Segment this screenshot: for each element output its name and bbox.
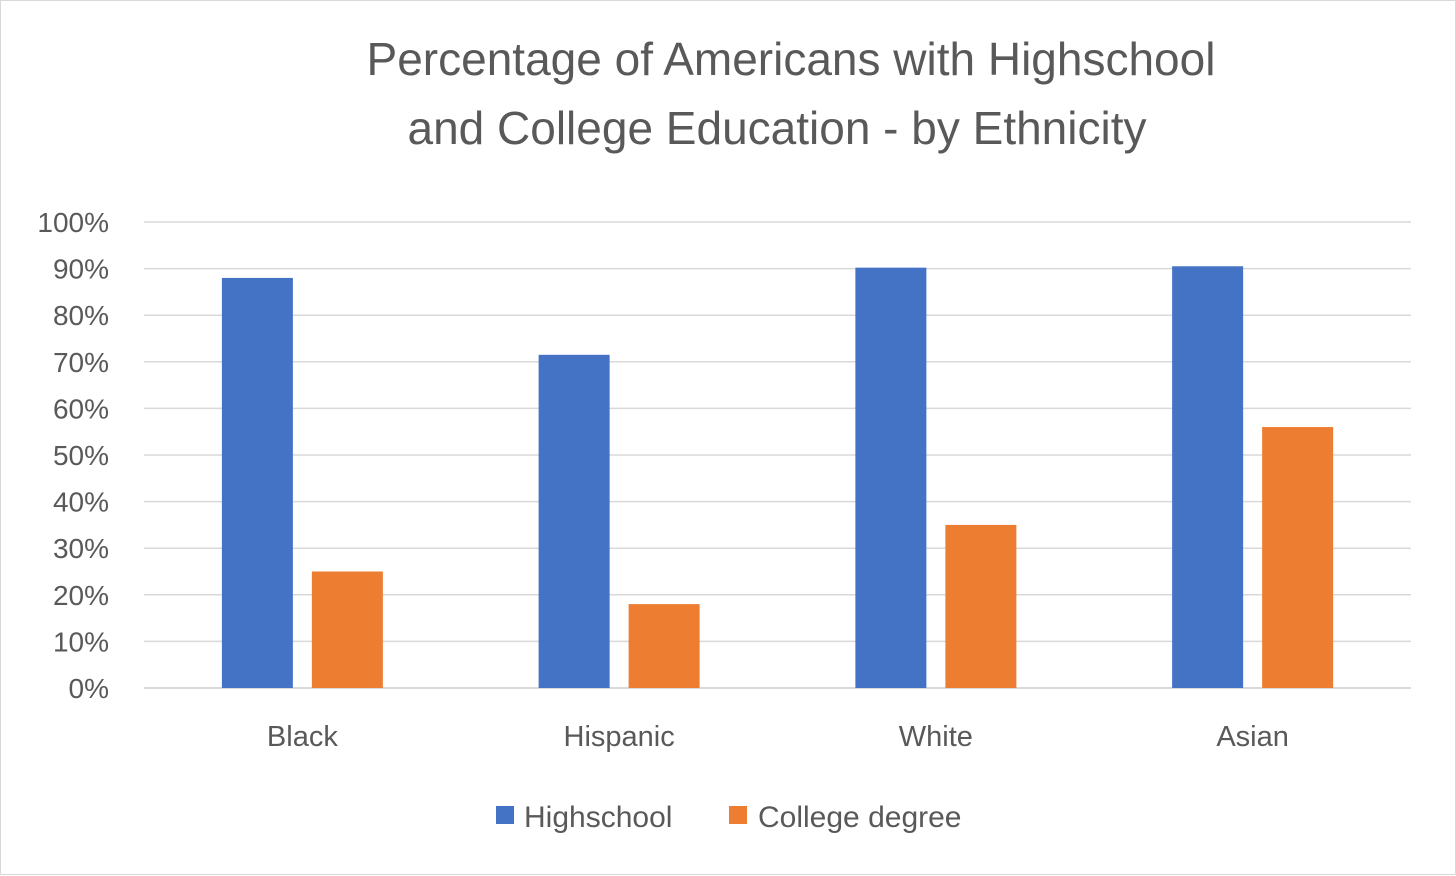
- y-axis-ticks: 0% 10% 20% 30% 40% 50% 60% 70% 80% 90% 100%: [37, 207, 109, 704]
- legend-swatch-college-degree: [729, 806, 747, 824]
- bars: [221, 266, 1334, 688]
- y-tick-label: 30%: [53, 533, 109, 564]
- bar-college-degree-hispanic: [628, 604, 700, 688]
- bar-college-degree-black: [311, 571, 383, 688]
- legend-label-college-degree: College degree: [758, 801, 961, 834]
- y-tick-label: 0%: [69, 673, 109, 704]
- y-tick-label: 20%: [53, 580, 109, 611]
- legend-swatch-highschool: [496, 806, 514, 824]
- bar-highschool-white: [855, 267, 927, 688]
- legend-label-highschool: Highschool: [524, 801, 672, 834]
- y-tick-label: 80%: [53, 300, 109, 331]
- bar-college-degree-asian: [1262, 427, 1334, 688]
- y-tick-label: 10%: [53, 626, 109, 657]
- chart-title-line-2: and College Education - by Ethnicity: [408, 102, 1147, 154]
- y-tick-label: 90%: [53, 254, 109, 285]
- bar-highschool-hispanic: [538, 354, 610, 688]
- x-axis-categories: Black Hispanic White Asian: [267, 721, 1289, 753]
- x-category-label: Hispanic: [564, 721, 675, 753]
- x-category-label: Asian: [1216, 721, 1289, 753]
- bar-college-degree-white: [945, 524, 1017, 688]
- y-tick-label: 40%: [53, 487, 109, 518]
- x-category-label: Black: [267, 721, 338, 753]
- y-tick-label: 100%: [37, 207, 109, 238]
- bar-highschool-black: [221, 277, 293, 688]
- chart-title-line-1: Percentage of Americans with Highschool: [367, 33, 1216, 85]
- y-tick-label: 60%: [53, 393, 109, 424]
- bar-highschool-asian: [1172, 266, 1244, 688]
- legend: Highschool College degree: [496, 801, 961, 834]
- y-tick-label: 50%: [53, 440, 109, 471]
- x-category-label: White: [899, 721, 973, 753]
- y-tick-label: 70%: [53, 347, 109, 378]
